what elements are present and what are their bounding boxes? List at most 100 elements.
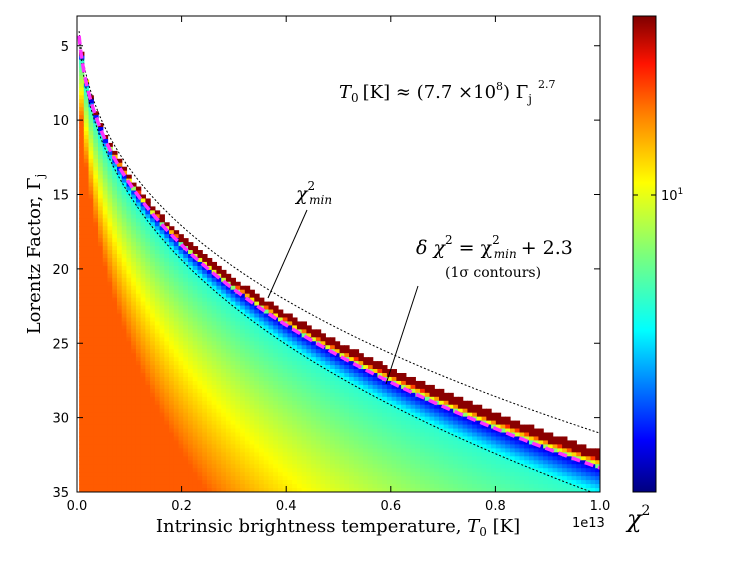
heatmap-cell: [519, 448, 525, 453]
heatmap-cell: [344, 388, 350, 394]
heatmap-cell: [183, 273, 189, 279]
heatmap-cell: [240, 464, 246, 469]
heatmap-cell: [183, 357, 189, 362]
heatmap-cell: [79, 186, 85, 192]
heatmap-cell: [178, 238, 184, 243]
heatmap-cell: [140, 357, 146, 362]
heatmap-cell: [562, 440, 568, 445]
heatmap-cell: [98, 456, 104, 461]
heatmap-cell: [93, 250, 99, 255]
heatmap-cell: [315, 349, 322, 354]
heatmap-cell: [453, 432, 459, 438]
heatmap-cell: [83, 488, 90, 492]
heatmap-cell: [358, 436, 364, 442]
heatmap-cell: [420, 420, 426, 426]
heatmap-cell: [571, 488, 577, 492]
heatmap-cell: [367, 428, 374, 434]
heatmap-cell: [353, 424, 360, 430]
heatmap-cell: [126, 222, 132, 227]
heatmap-cell: [259, 313, 265, 319]
heatmap-cell: [79, 234, 85, 239]
heatmap-cell: [306, 380, 312, 386]
heatmap-cell: [192, 365, 199, 370]
heatmap-cell: [472, 472, 478, 477]
heatmap-cell: [235, 464, 241, 469]
heatmap-cell: [164, 488, 170, 492]
heatmap-cell: [216, 456, 222, 461]
heatmap-cell: [510, 476, 516, 481]
heatmap-cell: [581, 452, 587, 457]
heatmap-cell: [486, 476, 492, 481]
heatmap-cell: [216, 309, 222, 315]
heatmap-cell: [188, 309, 194, 315]
heatmap-cell: [112, 420, 118, 426]
heatmap-cell: [476, 472, 483, 477]
heatmap-cell: [273, 325, 279, 330]
heatmap-cell: [154, 222, 161, 227]
heatmap-cell: [98, 166, 104, 172]
heatmap-cell: [225, 468, 232, 473]
heatmap-cell: [88, 333, 94, 338]
heatmap-cell: [443, 432, 450, 438]
heatmap-cell: [476, 464, 483, 469]
heatmap-cell: [140, 349, 146, 354]
heatmap-cell: [135, 309, 142, 315]
heatmap-cell: [164, 305, 170, 311]
heatmap-cell: [528, 440, 535, 445]
heatmap-cell: [107, 392, 113, 398]
heatmap-cell: [306, 488, 312, 492]
heatmap-cell: [131, 361, 137, 366]
heatmap-cell: [533, 448, 540, 453]
heatmap-cell: [126, 373, 132, 378]
heatmap-cell: [116, 317, 123, 323]
heatmap-cell: [126, 380, 132, 386]
heatmap-cell: [396, 468, 402, 473]
heatmap-cell: [571, 472, 577, 477]
heatmap-cell: [277, 341, 284, 346]
heatmap-cell: [150, 357, 156, 362]
heatmap-cell: [169, 337, 175, 342]
heatmap-cell: [154, 297, 161, 303]
heatmap-cell: [93, 440, 99, 445]
heatmap-cell: [462, 472, 469, 477]
heatmap-cell: [344, 488, 350, 492]
heatmap-cell: [93, 242, 99, 247]
heatmap-cell: [263, 392, 270, 398]
heatmap-cell: [126, 226, 132, 231]
heatmap-cell: [131, 301, 137, 307]
heatmap-cell: [188, 488, 194, 492]
heatmap-cell: [292, 396, 298, 402]
heatmap-cell: [112, 305, 118, 311]
plot-frame: [76, 15, 601, 493]
heatmap-cell: [83, 285, 90, 291]
heatmap-cell: [595, 488, 600, 492]
heatmap-cell: [443, 456, 450, 461]
heatmap-cell: [287, 321, 293, 326]
heatmap-cell: [107, 345, 113, 350]
heatmap-cell: [202, 325, 208, 330]
heatmap-cell: [325, 353, 331, 358]
heatmap-cell: [131, 222, 137, 227]
heatmap-cell: [197, 400, 203, 406]
heatmap-cell: [83, 222, 90, 227]
heatmap-cell: [107, 452, 113, 457]
heatmap-cell: [93, 150, 99, 156]
heatmap-cell: [277, 357, 284, 362]
heatmap-cell: [514, 444, 521, 449]
heatmap-cell: [121, 325, 128, 330]
heatmap-cell: [547, 460, 554, 465]
heatmap-cell: [330, 428, 336, 434]
heatmap-cell: [268, 448, 274, 453]
heatmap-cell: [481, 456, 487, 461]
heatmap-cell: [202, 329, 208, 334]
heatmap-cell: [249, 309, 255, 315]
heatmap-cell: [116, 376, 123, 382]
heatmap-cell: [495, 456, 502, 461]
heatmap-cell: [472, 484, 478, 489]
heatmap-cell: [83, 388, 90, 394]
heatmap-cell: [349, 349, 355, 354]
heatmap-cell: [538, 468, 544, 473]
heatmap-cell: [107, 460, 113, 465]
heatmap-cell: [79, 115, 85, 120]
heatmap-cell: [221, 400, 227, 406]
